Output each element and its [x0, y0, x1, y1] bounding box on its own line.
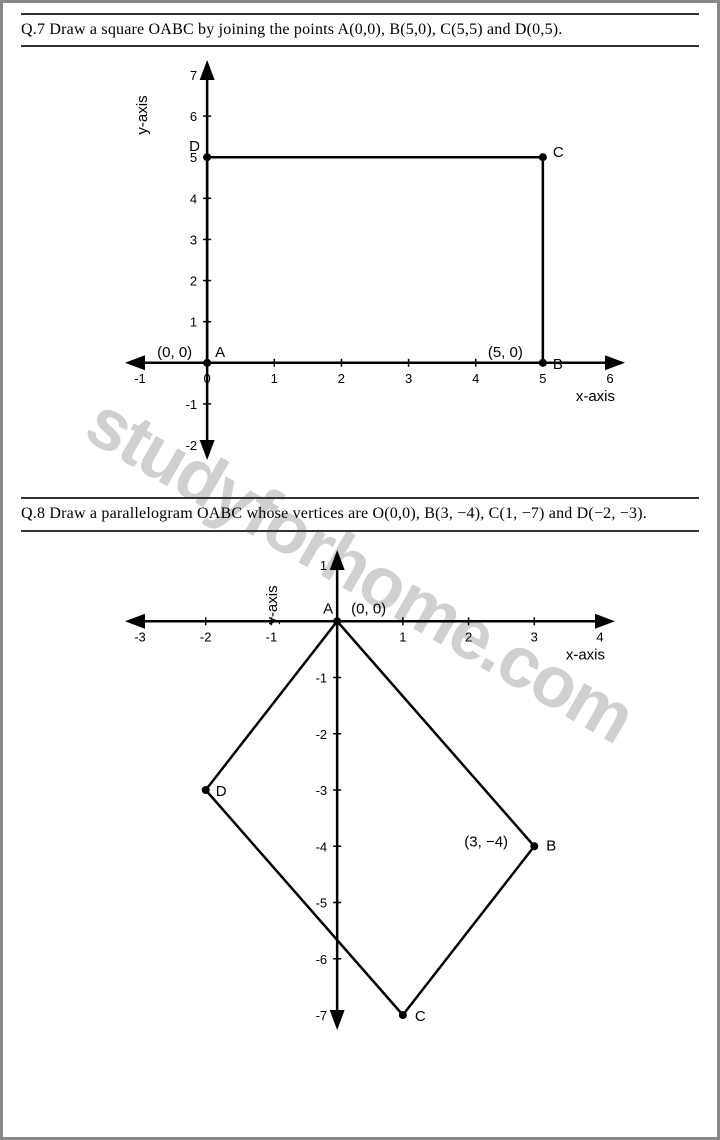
- svg-text:C: C: [553, 145, 564, 162]
- svg-text:2: 2: [465, 629, 472, 644]
- svg-text:4: 4: [190, 192, 197, 207]
- svg-text:B: B: [546, 837, 556, 854]
- svg-text:1: 1: [271, 371, 278, 386]
- q7-label: Q.7: [21, 21, 45, 38]
- svg-text:C: C: [415, 1008, 426, 1025]
- svg-text:-1: -1: [266, 629, 278, 644]
- svg-text:-6: -6: [316, 952, 328, 967]
- svg-text:-2: -2: [316, 727, 328, 742]
- svg-text:2: 2: [190, 274, 197, 289]
- svg-text:x-axis: x-axis: [576, 388, 615, 405]
- svg-text:(3, −4): (3, −4): [464, 833, 508, 850]
- svg-text:-1: -1: [186, 397, 198, 412]
- svg-text:(0, 0): (0, 0): [351, 600, 386, 617]
- svg-text:6: 6: [606, 371, 613, 386]
- chart-q8-container: -3 -2 -1 1 2 3 4 -7 -6 -5 -4 -3 -2 -1 1 x-axis y-axis A (0…: [21, 540, 699, 1040]
- svg-text:1: 1: [399, 629, 406, 644]
- svg-text:3: 3: [190, 233, 197, 248]
- svg-text:y-axis: y-axis: [134, 96, 151, 135]
- svg-text:4: 4: [596, 629, 603, 644]
- svg-text:6: 6: [190, 110, 197, 125]
- chart-q8: -3 -2 -1 1 2 3 4 -7 -6 -5 -4 -3 -2 -1 1 x-axis y-axis A (0…: [90, 540, 630, 1040]
- svg-text:3: 3: [531, 629, 538, 644]
- svg-text:1: 1: [190, 315, 197, 330]
- q7-text: Draw a square OABC by joining the points…: [49, 21, 562, 38]
- svg-text:A: A: [215, 344, 225, 361]
- svg-text:D: D: [189, 139, 200, 156]
- svg-text:x-axis: x-axis: [566, 646, 605, 663]
- svg-text:A: A: [323, 600, 333, 617]
- svg-text:-5: -5: [316, 895, 328, 910]
- svg-text:0: 0: [204, 371, 211, 386]
- svg-text:-2: -2: [186, 438, 198, 453]
- svg-text:B: B: [553, 356, 563, 373]
- svg-text:3: 3: [405, 371, 412, 386]
- svg-text:-3: -3: [316, 783, 328, 798]
- svg-text:(5, 0): (5, 0): [488, 344, 523, 361]
- svg-text:(0, 0): (0, 0): [157, 344, 192, 361]
- svg-text:7: 7: [190, 68, 197, 83]
- svg-text:D: D: [216, 783, 227, 800]
- svg-text:-1: -1: [316, 670, 328, 685]
- svg-text:1: 1: [320, 558, 327, 573]
- svg-text:4: 4: [472, 371, 479, 386]
- svg-text:-2: -2: [200, 629, 212, 644]
- svg-text:-4: -4: [316, 839, 328, 854]
- svg-text:-1: -1: [134, 371, 146, 386]
- svg-text:-3: -3: [134, 629, 146, 644]
- svg-text:-7: -7: [316, 1008, 328, 1023]
- chart-q7-container: -10123456-2-11234567x-axisy-axisA(0, 0)B…: [21, 55, 699, 485]
- svg-text:2: 2: [338, 371, 345, 386]
- question-7: Q.7 Draw a square OABC by joining the po…: [21, 13, 699, 47]
- question-8: Q.8 Draw a parallelogram OABC whose vert…: [21, 497, 699, 531]
- q8-text: Draw a parallelogram OABC whose vertices…: [49, 505, 647, 522]
- svg-text:5: 5: [539, 371, 546, 386]
- q8-label: Q.8: [21, 505, 45, 522]
- svg-text:y-axis: y-axis: [264, 585, 281, 624]
- chart-q7: -10123456-2-11234567x-axisy-axisA(0, 0)B…: [80, 55, 640, 485]
